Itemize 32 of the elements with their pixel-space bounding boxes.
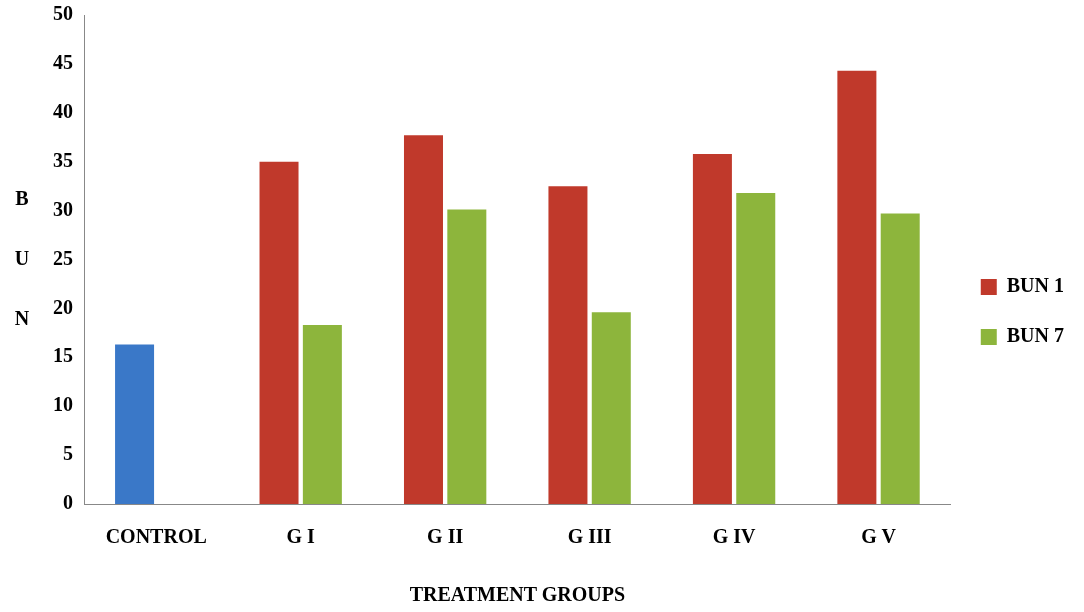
bar	[736, 193, 776, 504]
bar	[403, 135, 443, 504]
text: BUN	[14, 186, 30, 329]
y-tick-label: 15	[53, 344, 73, 367]
bar	[591, 312, 631, 504]
y-tick-label: 50	[53, 2, 73, 25]
y-tick-label: 20	[53, 295, 73, 318]
y-tick-label: 45	[53, 51, 73, 74]
bar	[259, 161, 299, 504]
x-tick-label: G I	[286, 525, 316, 548]
x-tick-label: G II	[427, 525, 464, 548]
x-tick-label: G IV	[712, 525, 757, 548]
legend-label: BUN 7	[1006, 324, 1065, 347]
bar	[447, 209, 487, 504]
bar	[692, 153, 732, 504]
bar	[837, 70, 877, 504]
y-tick-label: 30	[53, 197, 73, 220]
y-tick-label: 0	[63, 491, 73, 514]
bar	[115, 344, 155, 504]
y-tick-label: 35	[53, 148, 73, 171]
x-axis-title: TREATMENT GROUPS	[409, 583, 626, 606]
legend-label: BUN 1	[1006, 274, 1065, 297]
bar	[880, 213, 920, 504]
bar	[548, 186, 588, 504]
y-tick-label: 5	[63, 442, 73, 465]
bar	[302, 325, 342, 504]
y-tick-label: 40	[53, 99, 73, 122]
x-tick-label: CONTROL	[105, 525, 207, 548]
x-tick-label: G III	[567, 525, 612, 548]
x-tick-label: G V	[861, 525, 897, 548]
y-tick-label: 25	[53, 246, 73, 269]
y-tick-label: 10	[53, 393, 73, 416]
